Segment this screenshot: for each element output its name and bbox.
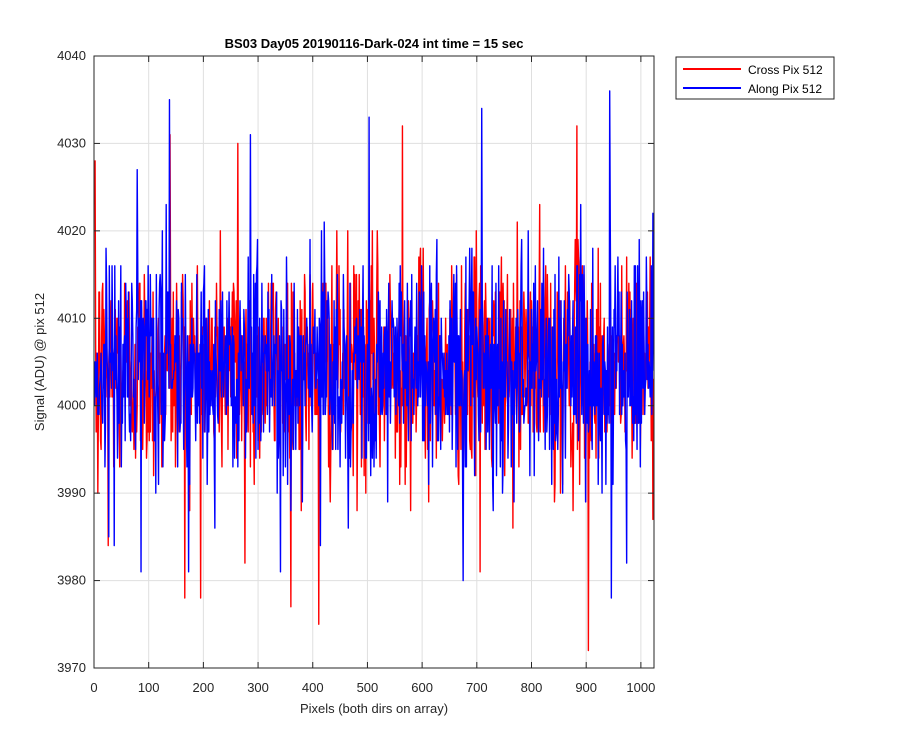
y-tick-label: 3970 [57, 660, 86, 675]
y-tick-label: 3980 [57, 573, 86, 588]
legend[interactable]: Cross Pix 512 Along Pix 512 [675, 56, 835, 100]
x-tick-label: 100 [138, 680, 160, 695]
x-tick-label: 200 [193, 680, 215, 695]
y-tick-label: 4020 [57, 223, 86, 238]
series-line-along-pix [94, 90, 654, 599]
chart-title: BS03 Day05 20190116-Dark-024 int time = … [225, 36, 524, 51]
y-axis-label: Signal (ADU) @ pix 512 [32, 293, 47, 431]
series-lines [94, 90, 654, 652]
y-tick-label: 4000 [57, 398, 86, 413]
legend-label-along: Along Pix 512 [748, 82, 822, 96]
y-axis-ticks: 3970 3980 3990 4000 4010 4020 4030 4040 [57, 48, 654, 675]
x-tick-label: 1000 [626, 680, 655, 695]
y-tick-label: 4030 [57, 135, 86, 150]
x-axis-ticks: 0 100 200 300 400 500 600 700 800 900 1000 [90, 56, 655, 695]
x-axis-label: Pixels (both dirs on array) [300, 701, 448, 716]
y-tick-label: 4040 [57, 48, 86, 63]
x-tick-label: 500 [357, 680, 379, 695]
x-tick-label: 400 [302, 680, 324, 695]
x-tick-label: 800 [521, 680, 543, 695]
legend-label-cross: Cross Pix 512 [748, 63, 823, 77]
legend-box [675, 56, 835, 100]
x-tick-label: 900 [575, 680, 597, 695]
x-tick-label: 600 [411, 680, 433, 695]
x-tick-label: 300 [247, 680, 269, 695]
y-tick-label: 3990 [57, 485, 86, 500]
x-tick-label: 700 [466, 680, 488, 695]
x-tick-label: 0 [90, 680, 97, 695]
y-tick-label: 4010 [57, 310, 86, 325]
axes-box [93, 55, 655, 669]
